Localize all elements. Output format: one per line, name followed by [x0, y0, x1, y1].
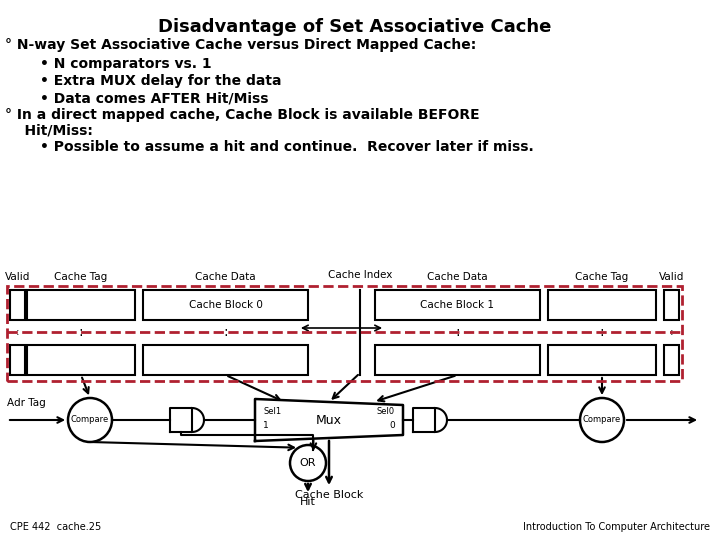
Text: Adr Tag: Adr Tag — [7, 398, 46, 408]
Bar — [10, 345, 25, 375]
Text: Cache Index: Cache Index — [328, 270, 392, 280]
Polygon shape — [255, 399, 403, 441]
Text: Mux: Mux — [316, 414, 342, 427]
Bar — [7, 286, 682, 381]
Polygon shape — [170, 408, 192, 432]
Text: :: : — [78, 325, 84, 339]
Text: Hit/Miss:: Hit/Miss: — [5, 124, 93, 138]
Text: Sel0: Sel0 — [377, 407, 395, 416]
Text: • N comparators vs. 1: • N comparators vs. 1 — [40, 57, 212, 71]
Text: OR: OR — [300, 458, 316, 468]
Text: :: : — [455, 325, 460, 339]
Text: Disadvantage of Set Associative Cache: Disadvantage of Set Associative Cache — [158, 18, 552, 36]
Text: Cache Tag: Cache Tag — [55, 272, 107, 282]
Text: :: : — [223, 325, 228, 339]
Text: 0: 0 — [390, 421, 395, 430]
Text: Hit: Hit — [300, 497, 316, 507]
Text: ° N-way Set Associative Cache versus Direct Mapped Cache:: ° N-way Set Associative Cache versus Dir… — [5, 38, 476, 52]
Bar — [143, 290, 308, 320]
Text: Valid: Valid — [5, 272, 30, 282]
Text: :: : — [670, 327, 673, 337]
Bar — [143, 345, 308, 375]
Text: • Data comes AFTER Hit/Miss: • Data comes AFTER Hit/Miss — [40, 91, 269, 105]
Text: Cache Data: Cache Data — [427, 272, 488, 282]
Bar — [548, 290, 656, 320]
Text: :: : — [600, 325, 604, 339]
Text: Cache Block 1: Cache Block 1 — [420, 300, 495, 310]
Text: Valid: Valid — [659, 272, 684, 282]
Text: Compare: Compare — [71, 415, 109, 424]
Text: CPE 442  cache.25: CPE 442 cache.25 — [10, 522, 102, 532]
Bar — [664, 290, 679, 320]
Text: • Possible to assume a hit and continue.  Recover later if miss.: • Possible to assume a hit and continue.… — [40, 140, 534, 154]
Text: • Extra MUX delay for the data: • Extra MUX delay for the data — [40, 74, 282, 88]
Text: Sel1: Sel1 — [263, 407, 281, 416]
Bar — [10, 290, 25, 320]
Text: :: : — [16, 327, 19, 337]
Bar — [27, 345, 135, 375]
Text: Introduction To Computer Architecture: Introduction To Computer Architecture — [523, 522, 710, 532]
Bar — [375, 290, 540, 320]
Text: 1: 1 — [263, 421, 269, 430]
Bar — [375, 345, 540, 375]
Bar — [548, 345, 656, 375]
Text: Cache Block: Cache Block — [294, 490, 363, 500]
Polygon shape — [413, 408, 435, 432]
Text: ° In a direct mapped cache, Cache Block is available BEFORE: ° In a direct mapped cache, Cache Block … — [5, 108, 480, 122]
Text: Compare: Compare — [583, 415, 621, 424]
Text: Cache Block 0: Cache Block 0 — [189, 300, 262, 310]
Bar — [27, 290, 135, 320]
Text: Cache Tag: Cache Tag — [575, 272, 629, 282]
Text: Cache Data: Cache Data — [195, 272, 256, 282]
Bar — [664, 345, 679, 375]
